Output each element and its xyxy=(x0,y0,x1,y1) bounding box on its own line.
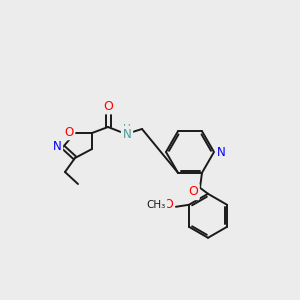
Text: N: N xyxy=(123,128,131,140)
Text: O: O xyxy=(188,185,198,198)
Text: N: N xyxy=(52,140,62,154)
Text: O: O xyxy=(103,100,113,112)
Text: CH₃: CH₃ xyxy=(146,200,166,210)
Text: H: H xyxy=(123,124,131,134)
Text: O: O xyxy=(64,125,74,139)
Text: O: O xyxy=(163,198,173,211)
Text: N: N xyxy=(217,146,225,158)
